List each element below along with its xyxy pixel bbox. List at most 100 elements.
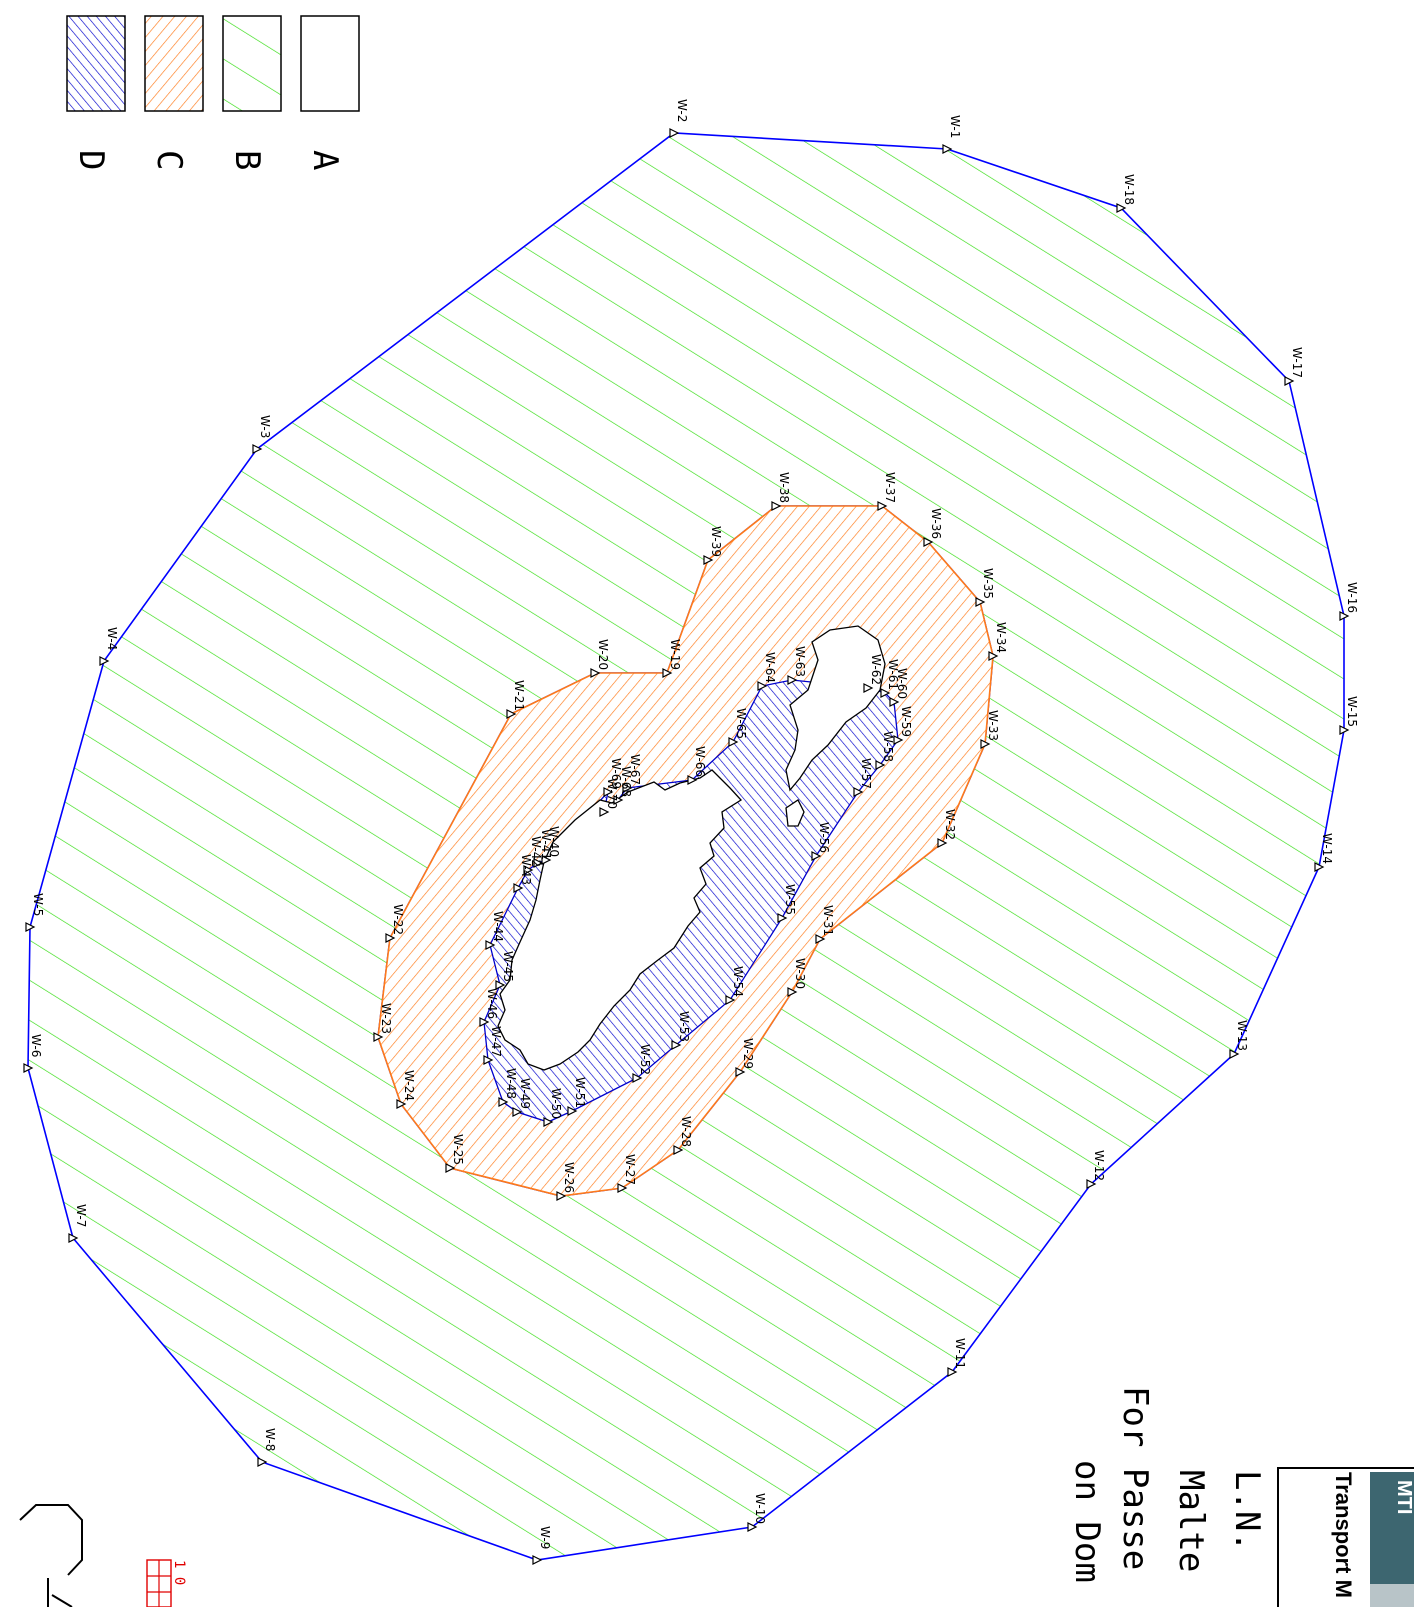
waypoint-label: W-16 bbox=[1345, 582, 1359, 613]
triangle-marker-icon bbox=[1314, 862, 1325, 872]
waypoint-label: W-13 bbox=[1235, 1020, 1249, 1051]
waypoint-w-63: W-63 bbox=[787, 646, 807, 685]
waypoint-label: W-26 bbox=[562, 1162, 576, 1193]
waypoint-label: W-32 bbox=[943, 809, 957, 840]
triangle-marker-icon bbox=[863, 683, 874, 693]
legend-label-c: C bbox=[149, 150, 189, 170]
waypoint-label: W-56 bbox=[817, 822, 831, 853]
triangle-marker-icon bbox=[853, 787, 864, 797]
waypoint-w-24: W-24 bbox=[396, 1070, 416, 1109]
octagon-glyph-icon bbox=[19, 1504, 83, 1576]
legend-label-d: D bbox=[71, 150, 111, 170]
waypoint-w-11: W-11 bbox=[947, 1338, 967, 1377]
waypoint-w-66: W-66 bbox=[687, 746, 707, 785]
waypoint-w-1: W-1 bbox=[942, 115, 962, 154]
triangle-marker-icon bbox=[687, 775, 698, 785]
waypoint-label: W-31 bbox=[821, 905, 835, 936]
waypoint-label: W-23 bbox=[379, 1003, 393, 1034]
islands bbox=[497, 625, 886, 1071]
waypoint-w-67: W-67 bbox=[622, 754, 642, 793]
waypoint-w-14: W-14 bbox=[1314, 833, 1334, 872]
triangle-marker-icon bbox=[1339, 611, 1350, 621]
waypoint-label: W-60 bbox=[895, 668, 909, 699]
waypoint-label: W-4 bbox=[105, 627, 119, 650]
waypoint-w-65: W-65 bbox=[728, 708, 748, 747]
waypoint-label: W-14 bbox=[1320, 833, 1334, 864]
waypoint-w-42: W-42 bbox=[523, 836, 543, 875]
waypoint-w-7: W-7 bbox=[68, 1204, 88, 1243]
north-arrow-fragment bbox=[19, 1504, 83, 1607]
triangle-marker-icon bbox=[479, 1017, 490, 1027]
triangle-marker-icon bbox=[532, 1555, 543, 1565]
triangle-marker-icon bbox=[787, 675, 798, 685]
triangle-marker-icon bbox=[495, 980, 506, 990]
triangle-marker-icon bbox=[25, 922, 36, 932]
waypoint-w-36: W-36 bbox=[923, 508, 943, 547]
triangle-marker-icon bbox=[980, 739, 991, 749]
legend-swatch-c bbox=[144, 15, 204, 112]
triangle-marker-icon bbox=[669, 128, 680, 138]
waypoint-w-43: W-43 bbox=[513, 854, 533, 893]
triangle-marker-icon bbox=[1284, 376, 1295, 386]
waypoint-w-35: W-35 bbox=[975, 568, 995, 607]
triangle-marker-icon bbox=[68, 1233, 79, 1243]
waypoint-w-4: W-4 bbox=[99, 627, 119, 666]
waypoint-label: W-18 bbox=[1122, 174, 1136, 205]
triangle-marker-icon bbox=[757, 681, 768, 691]
triangle-marker-icon bbox=[942, 144, 953, 154]
waypoint-w-52: W-52 bbox=[632, 1044, 652, 1083]
waypoint-w-9: W-9 bbox=[532, 1526, 552, 1565]
waypoint-label: W-34 bbox=[994, 622, 1008, 653]
waypoint-w-2: W-2 bbox=[669, 99, 689, 138]
triangle-marker-icon bbox=[875, 760, 886, 770]
waypoint-w-70: W-70 bbox=[599, 778, 619, 817]
triangle-marker-icon bbox=[1086, 1179, 1097, 1189]
waypoint-w-56: W-56 bbox=[811, 822, 831, 861]
waypoint-w-62: W-62 bbox=[863, 654, 883, 693]
triangle-marker-icon bbox=[703, 555, 714, 565]
waypoint-label: W-21 bbox=[512, 680, 526, 711]
triangle-marker-icon bbox=[506, 709, 517, 719]
waypoint-layer: W-1 W-2 W-3 W-4 W-5 W-6 W-7 W-8 W-9 W-10 W-11 W-12 W… bbox=[23, 99, 1359, 1565]
triangle-marker-icon bbox=[373, 1032, 384, 1042]
waypoint-w-18: W-18 bbox=[1116, 174, 1136, 213]
title-line-2: Malte bbox=[1171, 1470, 1211, 1572]
title-line-1: L.N. bbox=[1227, 1470, 1267, 1552]
triangle-marker-icon bbox=[988, 651, 999, 661]
waypoint-w-19: W-19 bbox=[662, 639, 682, 678]
waypoint-label: W-51 bbox=[573, 1077, 587, 1108]
title-block: MTI Transport M L.N. Malte For Passe on … bbox=[1067, 1386, 1414, 1607]
triangle-marker-icon bbox=[599, 807, 610, 817]
triangle-marker-icon bbox=[673, 1145, 684, 1155]
waypoint-label: W-67 bbox=[628, 754, 642, 785]
triangle-marker-icon bbox=[533, 858, 544, 868]
waypoint-w-31: W-31 bbox=[815, 905, 835, 944]
waypoint-label: W-44 bbox=[491, 911, 505, 942]
waypoint-w-25: W-25 bbox=[445, 1134, 465, 1173]
waypoint-w-15: W-15 bbox=[1339, 696, 1359, 735]
waypoint-w-21: W-21 bbox=[506, 680, 526, 719]
waypoint-w-17: W-17 bbox=[1284, 347, 1304, 386]
waypoint-label: W-2 bbox=[675, 99, 689, 122]
waypoint-w-5: W-5 bbox=[25, 893, 45, 932]
triangle-marker-icon bbox=[622, 783, 633, 793]
legend-swatch-b bbox=[222, 15, 282, 112]
waypoint-label: W-11 bbox=[953, 1338, 967, 1369]
triangle-marker-icon bbox=[99, 656, 110, 666]
waypoint-label: W-20 bbox=[596, 639, 610, 670]
waypoint-w-34: W-34 bbox=[988, 622, 1008, 661]
waypoint-label: W-64 bbox=[763, 652, 777, 683]
triangle-marker-icon bbox=[257, 1457, 268, 1467]
waypoint-w-3: W-3 bbox=[252, 415, 272, 454]
waypoint-label: W-42 bbox=[529, 836, 543, 867]
scale-bar: 1 0 bbox=[146, 1559, 187, 1607]
triangle-marker-icon bbox=[632, 1073, 643, 1083]
waypoint-label: W-27 bbox=[623, 1154, 637, 1185]
triangle-marker-icon bbox=[396, 1099, 407, 1109]
triangle-marker-icon bbox=[777, 913, 788, 923]
waypoint-w-58: W-58 bbox=[875, 731, 895, 770]
waypoint-w-20: W-20 bbox=[590, 639, 610, 678]
waypoint-label: W-66 bbox=[693, 746, 707, 777]
triangle-marker-icon bbox=[590, 668, 601, 678]
